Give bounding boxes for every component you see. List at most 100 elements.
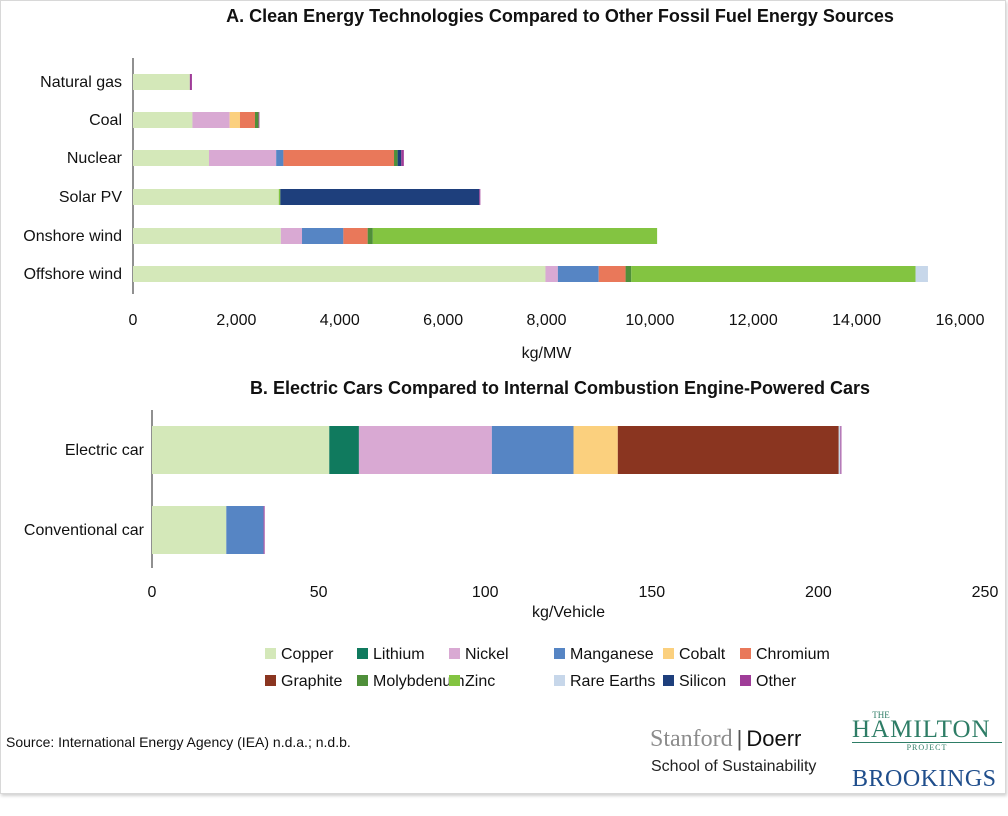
bar-onshore-wind-copper	[133, 228, 281, 244]
legend-label-silicon: Silicon	[679, 673, 726, 690]
bar-nuclear-manganese	[276, 150, 284, 166]
bar-electric-car-lithium	[329, 426, 359, 474]
x-tick-label: 0	[148, 584, 157, 601]
legend-label-rare-earths: Rare Earths	[570, 673, 655, 690]
legend-swatch-copper	[265, 648, 276, 659]
brookings-logo: BROOKINGS	[852, 766, 997, 792]
category-label-solar-pv: Solar PV	[59, 189, 122, 206]
bar-coal-molybdenum	[254, 112, 259, 128]
bar-nuclear-other	[401, 150, 404, 166]
legend-swatch-zinc	[449, 675, 460, 686]
panel-a: A. Clean Energy Technologies Compared to…	[23, 6, 984, 362]
bar-conventional-car-copper	[152, 506, 227, 554]
chart-canvas: A. Clean Energy Technologies Compared to…	[23, 6, 999, 690]
legend-label-manganese: Manganese	[570, 646, 654, 663]
source-note: Source: International Energy Agency (IEA…	[6, 734, 351, 750]
category-label-natural-gas: Natural gas	[40, 74, 122, 91]
legend-label-copper: Copper	[281, 646, 334, 663]
bar-nuclear-nickel	[208, 150, 277, 166]
legend-swatch-nickel	[449, 648, 460, 659]
x-tick-label: 250	[972, 584, 999, 601]
bar-solar-pv-other	[479, 189, 481, 205]
legend-label-other: Other	[756, 673, 797, 690]
bar-onshore-wind-chromium	[343, 228, 368, 244]
category-label-nuclear: Nuclear	[67, 150, 123, 167]
bar-electric-car-other	[840, 426, 842, 474]
bar-onshore-wind-nickel	[280, 228, 303, 244]
bar-electric-car-graphite	[617, 426, 839, 474]
category-label-conventional-car: Conventional car	[24, 522, 145, 539]
bar-offshore-wind-molybdenum	[625, 266, 632, 282]
bar-onshore-wind-zinc	[372, 228, 658, 244]
bar-nuclear-copper	[133, 150, 209, 166]
bar-offshore-wind-chromium	[598, 266, 626, 282]
legend-swatch-rare-earths	[554, 675, 565, 686]
x-tick-label: 2,000	[216, 312, 256, 329]
legend-swatch-manganese	[554, 648, 565, 659]
bar-natural-gas-other	[189, 74, 192, 90]
hamilton-the: THE	[872, 710, 890, 720]
hamilton-project: PROJECT	[906, 743, 948, 752]
bar-offshore-wind-zinc	[631, 266, 916, 282]
hamilton-project-logo: THE HAMILTON PROJECT	[852, 710, 1002, 752]
legend-label-nickel: Nickel	[465, 646, 509, 663]
bar-conventional-car-other	[263, 506, 265, 554]
stanford-doerr-logo: Stanford | Doerr	[650, 726, 801, 753]
category-label-offshore-wind: Offshore wind	[24, 266, 122, 283]
bar-solar-pv-copper	[133, 189, 279, 205]
bar-electric-car-nickel	[358, 426, 492, 474]
x-tick-label: 10,000	[625, 312, 674, 329]
bar-natural-gas-copper	[133, 74, 190, 90]
bar-coal-cobalt	[229, 112, 240, 128]
bar-onshore-wind-molybdenum	[367, 228, 373, 244]
legend-swatch-lithium	[357, 648, 368, 659]
legend-swatch-chromium	[740, 648, 751, 659]
legend-label-zinc: Zinc	[465, 673, 495, 690]
x-tick-label: 200	[805, 584, 832, 601]
bar-electric-car-copper	[152, 426, 330, 474]
legend-swatch-molybdenum	[357, 675, 368, 686]
category-label-onshore-wind: Onshore wind	[23, 228, 122, 245]
legend-swatch-other	[740, 675, 751, 686]
bar-offshore-wind-manganese	[557, 266, 599, 282]
x-tick-label: 16,000	[936, 312, 985, 329]
bar-nuclear-molybdenum	[394, 150, 398, 166]
category-label-coal: Coal	[89, 112, 122, 129]
doerr-wordmark: Doerr	[746, 726, 802, 751]
panel-b: B. Electric Cars Compared to Internal Co…	[24, 378, 999, 621]
bar-electric-car-manganese	[491, 426, 574, 474]
legend-label-graphite: Graphite	[281, 673, 342, 690]
legend-label-molybdenum: Molybdenum	[373, 673, 465, 690]
bar-nuclear-chromium	[283, 150, 395, 166]
bar-solar-pv-silicon	[280, 189, 480, 205]
category-label-electric-car: Electric car	[65, 442, 145, 459]
bar-electric-car-rare-earths	[838, 426, 841, 474]
bar-onshore-wind-manganese	[302, 228, 344, 244]
legend-swatch-silicon	[663, 675, 674, 686]
x-tick-label: 6,000	[423, 312, 463, 329]
bar-offshore-wind-nickel	[545, 266, 558, 282]
x-tick-label: 50	[310, 584, 328, 601]
stanford-wordmark: Stanford	[650, 726, 733, 752]
legend-swatch-cobalt	[663, 648, 674, 659]
x-tick-label: 8,000	[526, 312, 566, 329]
chart-title: A. Clean Energy Technologies Compared to…	[226, 6, 894, 26]
x-axis-label: kg/Vehicle	[532, 604, 605, 621]
bar-conventional-car-manganese	[226, 506, 264, 554]
legend-label-chromium: Chromium	[756, 646, 830, 663]
school-of-sustainability: School of Sustainability	[651, 758, 817, 775]
bar-coal-nickel	[192, 112, 230, 128]
x-axis-label: kg/MW	[522, 345, 573, 362]
x-tick-label: 14,000	[832, 312, 881, 329]
bar-coal-copper	[133, 112, 193, 128]
logo-separator: |	[736, 726, 743, 751]
bar-coal-other	[258, 112, 260, 128]
hamilton-wordmark: HAMILTON	[852, 717, 1002, 743]
x-tick-label: 100	[472, 584, 499, 601]
x-tick-label: 0	[129, 312, 138, 329]
bar-coal-chromium	[239, 112, 255, 128]
bar-nuclear-silicon	[397, 150, 402, 166]
bar-solar-pv-zinc	[278, 189, 281, 205]
legend-swatch-graphite	[265, 675, 276, 686]
x-tick-label: 150	[638, 584, 665, 601]
